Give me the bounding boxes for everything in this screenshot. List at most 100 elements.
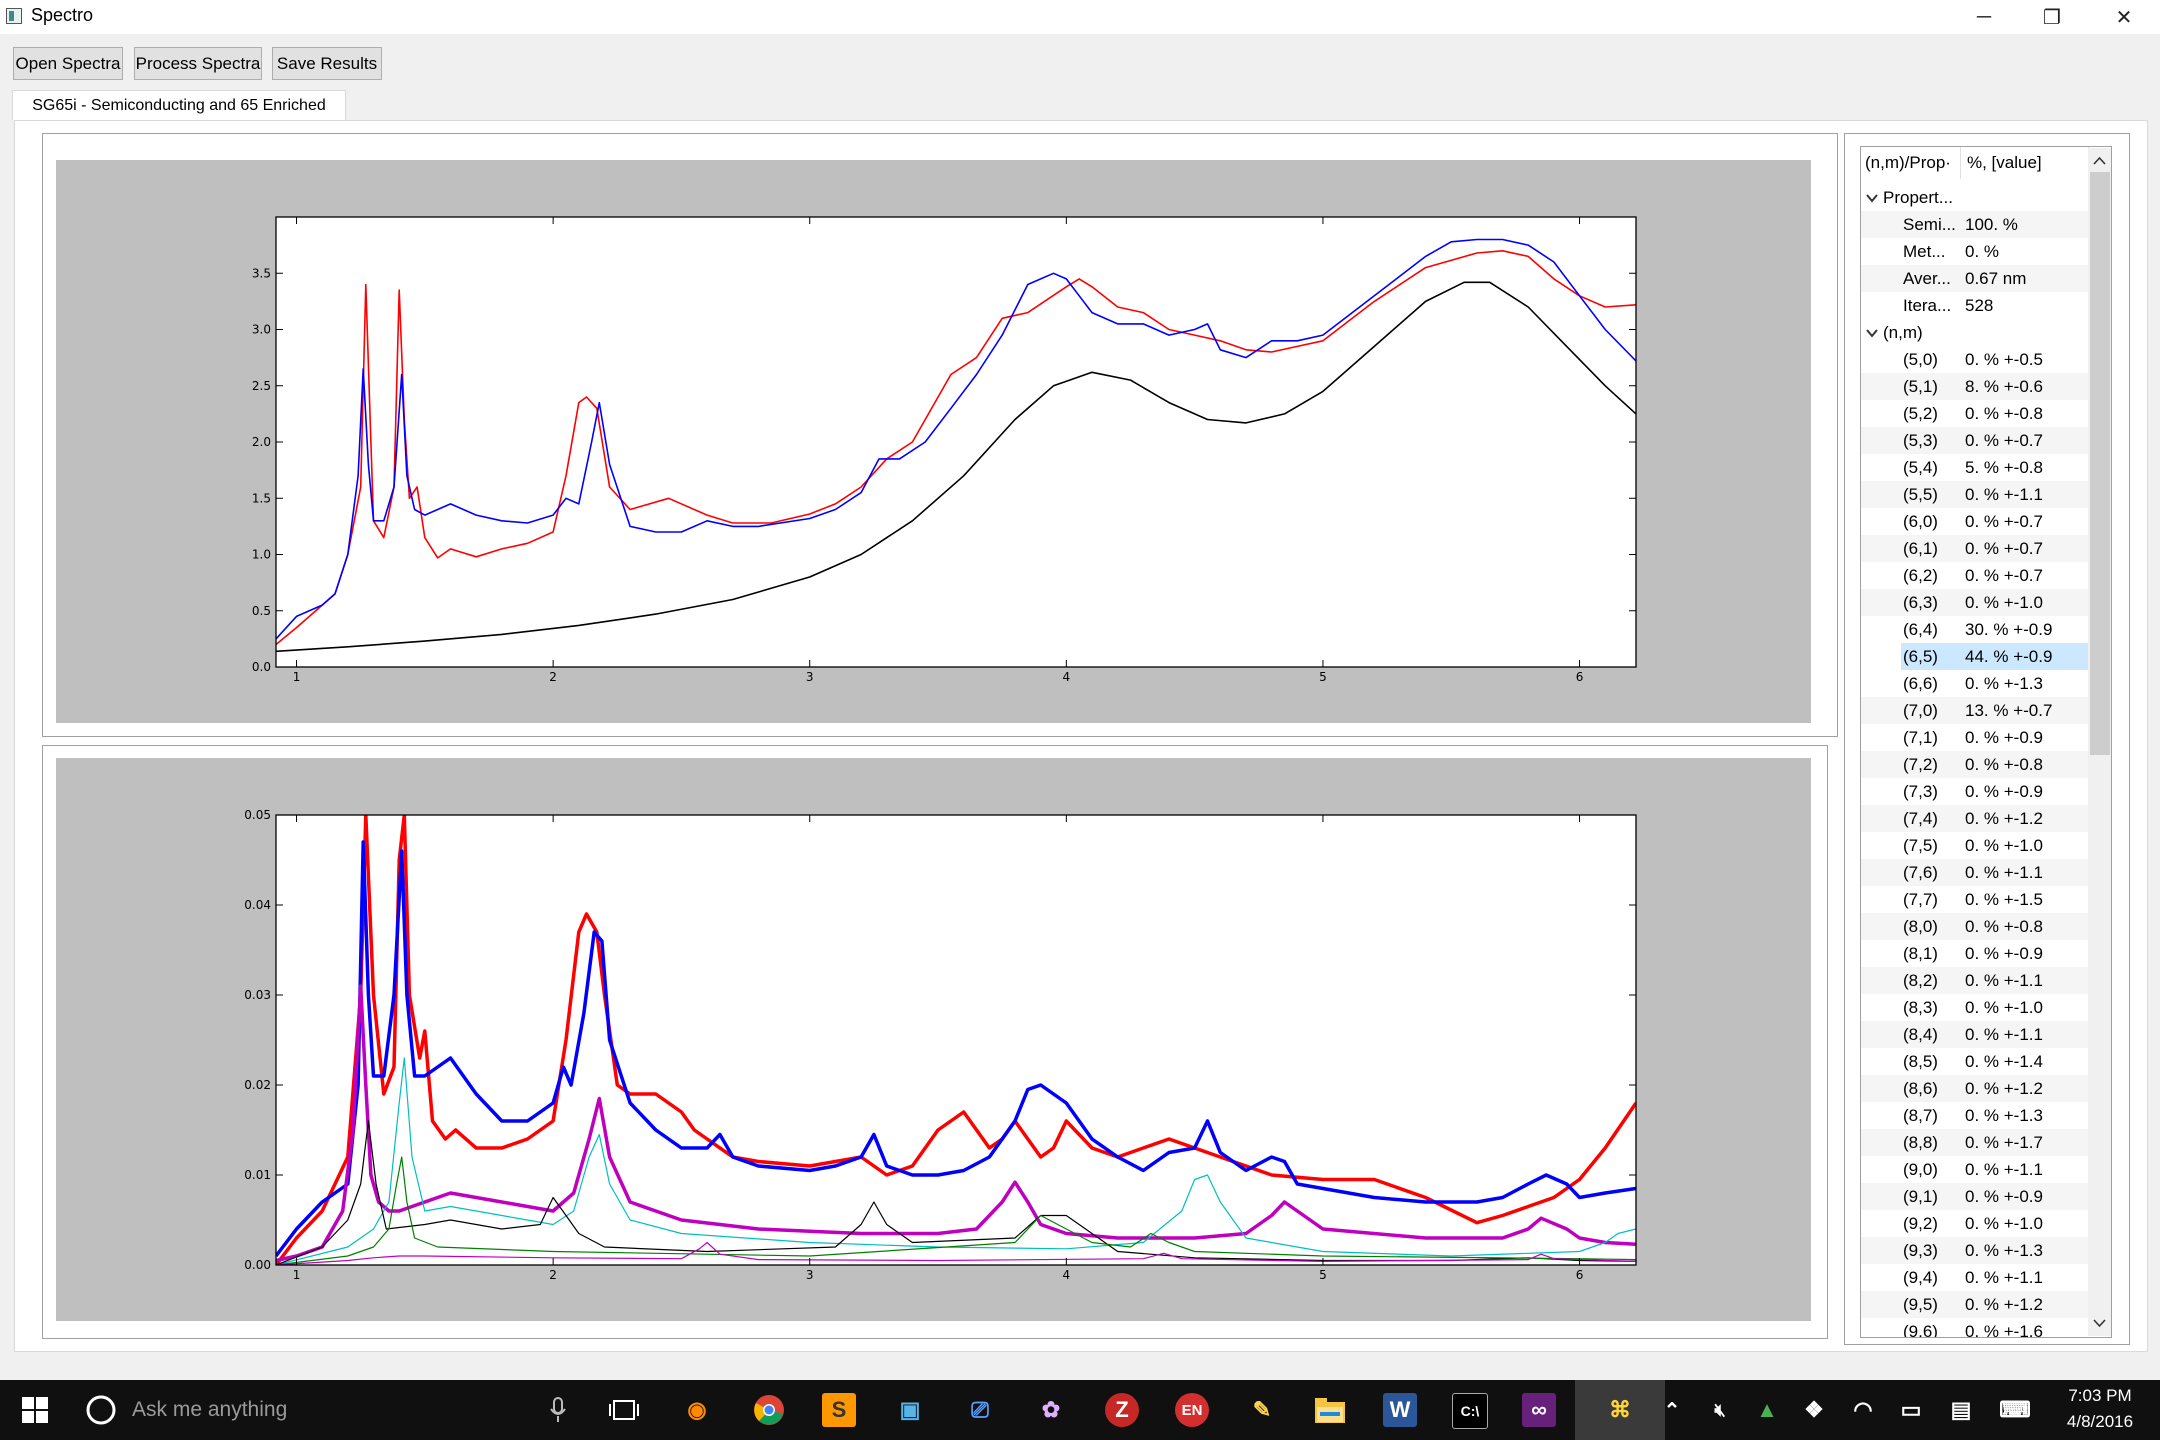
word-icon[interactable]: W — [1383, 1393, 1417, 1427]
close-button[interactable]: ✕ — [2115, 6, 2133, 29]
volume-muted-icon[interactable]: 🔇︎ — [1714, 1399, 1726, 1420]
tree-row[interactable]: (6,0) 0. % +-0.7 — [1861, 508, 2089, 535]
molecule-app-icon[interactable]: ✿ — [1041, 1397, 1061, 1422]
tree-row-name: (7,5) — [1903, 836, 1938, 855]
scroll-down-icon[interactable] — [2088, 1313, 2111, 1333]
visual-studio-icon[interactable]: ∞ — [1522, 1393, 1556, 1427]
process-spectra-button[interactable]: Process Spectra — [134, 47, 262, 80]
microphone-icon[interactable] — [550, 1397, 566, 1423]
tab-sg65i[interactable]: SG65i - Semiconducting and 65 Enriched — [12, 90, 346, 120]
tree-row[interactable]: Semi... 100. % — [1861, 211, 2089, 238]
open-spectra-button[interactable]: Open Spectra — [13, 47, 123, 80]
tree-row[interactable]: (5,3) 0. % +-0.7 — [1861, 427, 2089, 454]
tree-row[interactable]: (8,4) 0. % +-1.1 — [1861, 1021, 2089, 1048]
x-tick-label: 4 — [1063, 670, 1071, 684]
tree-row[interactable]: (6,2) 0. % +-0.7 — [1861, 562, 2089, 589]
tree-row[interactable]: (6,1) 0. % +-0.7 — [1861, 535, 2089, 562]
sublime-text-icon[interactable]: S — [822, 1393, 856, 1427]
scroll-up-icon[interactable] — [2088, 151, 2111, 171]
tree-header-name[interactable]: (n,m)/Prop· — [1861, 147, 1961, 179]
action-center-icon[interactable]: ▤ — [1950, 1397, 1972, 1422]
tree-row[interactable]: (9,2) 0. % +-1.0 — [1861, 1210, 2089, 1237]
battery-icon[interactable]: ▭ — [1900, 1397, 1922, 1422]
tree-row-value: 0. % +-1.2 — [1965, 1079, 2043, 1098]
show-hidden-icons-chevron-icon[interactable]: ⌃ — [1663, 1399, 1681, 1422]
tree-row-name: Aver... — [1903, 269, 1951, 288]
keyboard-icon[interactable]: ⌨ — [1999, 1397, 2031, 1422]
series-line-red-0 — [276, 250, 1636, 646]
search-box[interactable]: Ask me anything — [70, 1380, 576, 1440]
tree-header-value[interactable]: %, [value] — [1961, 147, 2089, 179]
tree-row[interactable]: (8,3) 0. % +-1.0 — [1861, 994, 2089, 1021]
tree-row[interactable]: Aver... 0.67 nm — [1861, 265, 2089, 292]
tree-group-row[interactable]: (n,m) — [1861, 319, 2089, 346]
tree-row[interactable]: (5,2) 0. % +-0.8 — [1861, 400, 2089, 427]
tree-row[interactable]: (5,1) 8. % +-0.6 — [1861, 373, 2089, 400]
tree-row[interactable]: (7,6) 0. % +-1.1 — [1861, 859, 2089, 886]
tree-row[interactable]: (9,3) 0. % +-1.3 — [1861, 1237, 2089, 1264]
tree-row[interactable]: (7,4) 0. % +-1.2 — [1861, 805, 2089, 832]
tree-row[interactable]: (5,5) 0. % +-1.1 — [1861, 481, 2089, 508]
zotero-icon[interactable]: Z — [1105, 1393, 1139, 1427]
security-app-icon[interactable]: ▣ — [899, 1397, 921, 1422]
tree-row-value: 5. % +-0.8 — [1965, 458, 2043, 477]
chevron-down-icon[interactable] — [1865, 191, 1879, 205]
endnote-icon[interactable]: EN — [1175, 1393, 1209, 1427]
tree-row-value: 0. % +-0.7 — [1965, 539, 2043, 558]
tree-row[interactable]: (7,7) 0. % +-1.5 — [1861, 886, 2089, 913]
x-tick-label: 3 — [806, 670, 814, 684]
inkscape-icon[interactable]: ✎ — [1252, 1397, 1272, 1422]
tree-row-name: (5,5) — [1903, 485, 1938, 504]
tree-row[interactable]: (8,0) 0. % +-0.8 — [1861, 913, 2089, 940]
network-app-icon[interactable]: ⎚ — [971, 1397, 989, 1422]
tree-row[interactable]: (8,8) 0. % +-1.7 — [1861, 1129, 2089, 1156]
tree-row[interactable]: (7,1) 0. % +-0.9 — [1861, 724, 2089, 751]
tree-row[interactable]: (9,1) 0. % +-0.9 — [1861, 1183, 2089, 1210]
clock[interactable]: 7:03 PM 4/8/2016 — [2050, 1383, 2150, 1435]
tree-row[interactable]: (8,1) 0. % +-0.9 — [1861, 940, 2089, 967]
chevron-down-icon[interactable] — [1865, 326, 1879, 340]
tree-row[interactable]: (9,4) 0. % +-1.1 — [1861, 1264, 2089, 1291]
tree-row[interactable]: (7,0) 13. % +-0.7 — [1861, 697, 2089, 724]
tree-row[interactable]: (6,4) 30. % +-0.9 — [1861, 616, 2089, 643]
cortana-icon — [86, 1395, 116, 1425]
tree-row[interactable]: (7,2) 0. % +-0.8 — [1861, 751, 2089, 778]
start-button[interactable] — [0, 1380, 70, 1440]
dropbox-icon[interactable]: ❖ — [1804, 1397, 1824, 1422]
tree-row[interactable]: (6,5) 44. % +-0.9 — [1861, 643, 2089, 670]
tree-row-name: (6,3) — [1903, 593, 1938, 612]
file-explorer-icon[interactable] — [1313, 1393, 1347, 1427]
tree-row[interactable]: (6,3) 0. % +-1.0 — [1861, 589, 2089, 616]
tree-group-row[interactable]: Propert... — [1861, 184, 2089, 211]
tree-row[interactable]: (8,5) 0. % +-1.4 — [1861, 1048, 2089, 1075]
task-view-icon[interactable] — [607, 1393, 641, 1427]
scrollbar-thumb[interactable] — [2090, 172, 2110, 755]
results-tree[interactable]: (n,m)/Prop· %, [value] Propert... Semi...… — [1860, 146, 2112, 1338]
tree-row-value: 0. % +-0.8 — [1965, 404, 2043, 423]
tree-row[interactable]: (9,6) 0. % +-1.6 — [1861, 1318, 2089, 1337]
command-prompt-icon[interactable]: C:\ — [1452, 1393, 1488, 1429]
blender-icon[interactable]: ◉ — [687, 1397, 707, 1422]
tree-row[interactable]: (8,6) 0. % +-1.2 — [1861, 1075, 2089, 1102]
tree-row-name: Met... — [1903, 242, 1946, 261]
google-drive-icon[interactable]: ▲ — [1756, 1397, 1778, 1422]
tree-row[interactable]: (6,6) 0. % +-1.3 — [1861, 670, 2089, 697]
tree-row[interactable]: (9,5) 0. % +-1.2 — [1861, 1291, 2089, 1318]
wifi-icon[interactable]: ◠ — [1853, 1397, 1873, 1422]
maximize-button[interactable]: ❐ — [2043, 6, 2061, 29]
tree-row[interactable]: (8,7) 0. % +-1.3 — [1861, 1102, 2089, 1129]
python-icon[interactable]: ⌘ — [1609, 1397, 1631, 1422]
tree-row[interactable]: (5,4) 5. % +-0.8 — [1861, 454, 2089, 481]
tree-row-value: 0. % +-0.8 — [1965, 755, 2043, 774]
tree-row[interactable]: (8,2) 0. % +-1.1 — [1861, 967, 2089, 994]
tree-row[interactable]: Met... 0. % — [1861, 238, 2089, 265]
minimize-button[interactable]: ─ — [1976, 5, 1992, 28]
tree-row[interactable]: (7,3) 0. % +-0.9 — [1861, 778, 2089, 805]
tree-row[interactable]: Itera... 528 — [1861, 292, 2089, 319]
tree-row[interactable]: (5,0) 0. % +-0.5 — [1861, 346, 2089, 373]
tree-row[interactable]: (7,5) 0. % +-1.0 — [1861, 832, 2089, 859]
save-results-button[interactable]: Save Results — [272, 47, 382, 80]
chrome-icon[interactable] — [752, 1393, 786, 1427]
tree-row[interactable]: (9,0) 0. % +-1.1 — [1861, 1156, 2089, 1183]
app-icon — [6, 8, 22, 24]
